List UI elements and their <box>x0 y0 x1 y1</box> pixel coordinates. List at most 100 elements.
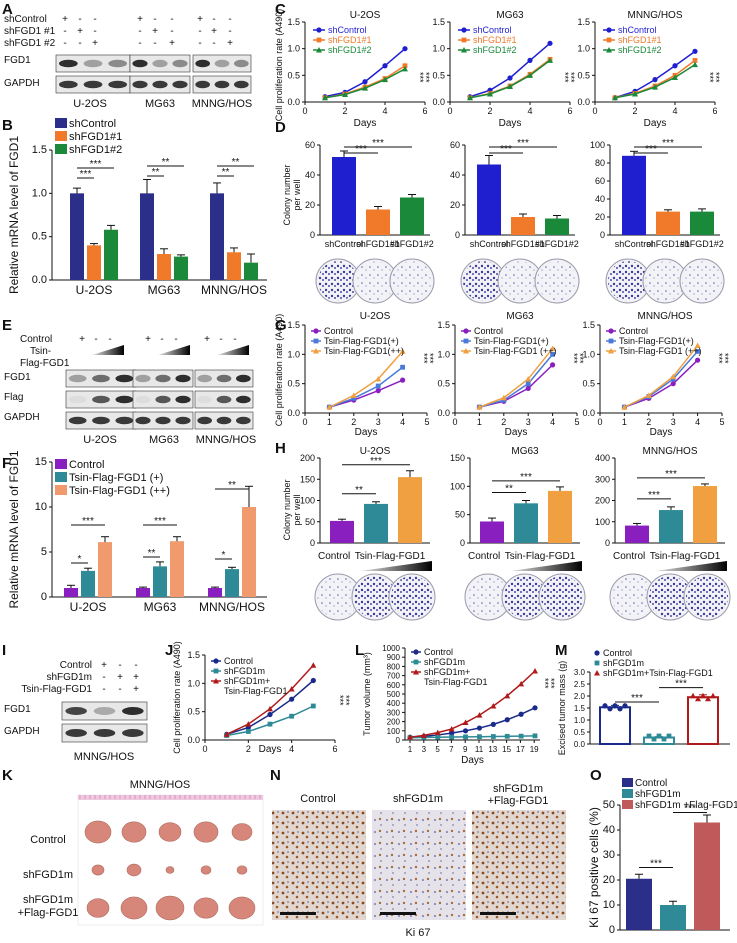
x-tick-label: 0 <box>202 744 207 754</box>
data-point <box>646 733 652 739</box>
x-tick-label: 4 <box>527 106 532 116</box>
data-point <box>462 719 469 726</box>
x-tick-label: MG63 <box>144 600 177 614</box>
colony-dish-stain <box>541 576 583 618</box>
data-point <box>651 736 657 742</box>
y-tick-label: 1.0 <box>287 349 300 359</box>
colony-dish-stain <box>318 261 358 301</box>
series-line <box>614 50 696 99</box>
y-tick-label: 3.0 <box>574 668 586 677</box>
data-point <box>532 668 538 674</box>
colony-dish-stain <box>682 261 722 301</box>
significance-label: ** <box>152 167 160 178</box>
chart-title: MNNG/HOS <box>643 446 698 457</box>
bar <box>511 217 535 235</box>
bar <box>136 588 150 597</box>
data-point <box>382 76 388 83</box>
legend-label: Tsin-Flag-FGD1 (++) <box>619 346 702 356</box>
data-point <box>463 328 469 334</box>
blot-panel <box>129 54 191 73</box>
sign: + <box>77 26 83 37</box>
bar <box>690 211 714 235</box>
data-point <box>448 725 455 732</box>
x-tick-label: 6 <box>332 744 337 754</box>
y-tick-label: 1.0 <box>32 187 47 199</box>
x-tick-label: 1 <box>622 417 627 427</box>
data-point <box>313 338 319 344</box>
data-point <box>507 75 513 81</box>
data-point <box>525 385 531 391</box>
y-tick-label: 500 <box>387 690 401 699</box>
bar <box>332 157 356 235</box>
x-tick-label: 1 <box>327 417 332 427</box>
blot-band <box>175 374 191 383</box>
panel-letter: B <box>2 117 13 134</box>
significance-label: *** <box>575 353 585 364</box>
x-axis-label: Days <box>505 427 528 438</box>
blot-band <box>135 395 151 404</box>
data-point <box>476 712 483 718</box>
band-label: GAPDH <box>4 412 40 423</box>
data-point <box>504 717 510 723</box>
y-tick-label: 0.5 <box>187 707 200 717</box>
panel-title: MNNG/HOS <box>130 779 191 791</box>
colony-dish-stain <box>504 576 546 618</box>
data-point <box>652 77 658 83</box>
legend-label: shFGD1#2 <box>473 45 517 55</box>
data-point <box>549 345 556 351</box>
blot-band <box>197 416 213 425</box>
data-point <box>602 703 608 709</box>
blot-panel <box>61 701 148 721</box>
panel-letter: D <box>275 119 286 136</box>
y-tick-label: 600 <box>387 681 401 690</box>
sign: - <box>153 14 156 25</box>
colony-dish-stain <box>649 576 691 618</box>
panel-letter: C <box>275 1 286 18</box>
blot-band <box>132 80 148 89</box>
dish-caption: Control <box>468 551 500 562</box>
sign: - <box>102 672 105 683</box>
y-tick-label: 0 <box>609 924 615 936</box>
blot-band <box>108 59 128 68</box>
y-tick-label: 0 <box>310 538 315 548</box>
colony-dish-stain <box>391 576 433 618</box>
y-tick-label: 300 <box>387 708 401 717</box>
y-tick-label: 0.0 <box>32 274 47 286</box>
blot-band <box>65 707 87 715</box>
sign: + <box>204 334 210 345</box>
y-tick-label: 20 <box>450 200 460 210</box>
legend-label: Control <box>69 459 104 471</box>
data-point <box>213 678 219 684</box>
colony-dish-stain <box>608 261 648 301</box>
legend-label: Tsin-Flag-FGD1(+) <box>324 336 399 346</box>
data-point <box>375 388 381 394</box>
y-axis-label: Colony number <box>282 164 292 225</box>
tumor <box>236 865 248 875</box>
data-point <box>690 692 696 699</box>
dish-caption: MNNG/HOS <box>638 311 693 322</box>
legend-label: Control <box>224 656 253 666</box>
y-tick-label: 100 <box>595 517 610 527</box>
sign: - <box>93 26 96 37</box>
legend-swatch <box>55 144 67 154</box>
data-point <box>622 703 628 709</box>
data-point <box>594 650 600 656</box>
x-tick-label: 3 <box>526 417 531 427</box>
legend-label: Control <box>324 326 353 336</box>
data-point <box>461 47 467 53</box>
data-point <box>621 404 628 410</box>
y-tick-label: 1.0 <box>187 678 200 688</box>
significance-label: *** <box>560 72 570 83</box>
significance-label: *** <box>720 353 730 364</box>
y-tick-label: 1.5 <box>287 17 300 27</box>
significance-label: *** <box>154 516 166 527</box>
data-point <box>476 725 483 731</box>
significance-label: *** <box>80 169 92 180</box>
x-tick-label: 3 <box>671 417 676 427</box>
series-line <box>479 353 554 408</box>
data-point <box>652 84 658 90</box>
scale-bar <box>480 912 516 915</box>
panel-letter: E <box>2 317 12 334</box>
tumor <box>126 863 142 877</box>
significance-label: *** <box>665 469 677 480</box>
